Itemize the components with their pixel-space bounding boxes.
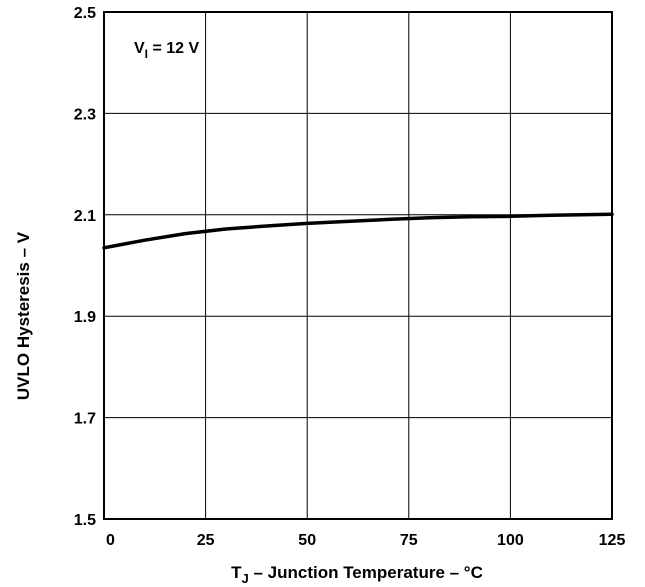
- series-line: [102, 212, 614, 250]
- x-tick-label: 25: [197, 532, 215, 549]
- grid-lines: [103, 11, 613, 520]
- y-tick-label: 2.3: [74, 106, 96, 123]
- y-tick-label: 1.7: [74, 411, 96, 428]
- x-tick-labels: 0 25 50 75 100 125: [106, 532, 625, 549]
- y-tick-label: 2.1: [74, 208, 96, 225]
- y-tick-label: 1.9: [74, 309, 96, 326]
- plot-frame: [103, 11, 613, 520]
- x-axis-title: TJ – Junction Temperature – °C: [231, 563, 483, 586]
- x-tick-label: 125: [599, 532, 626, 549]
- y-tick-label: 1.5: [74, 512, 96, 529]
- x-tick-label: 50: [298, 532, 316, 549]
- x-tick-label: 75: [400, 532, 418, 549]
- x-tick-label: 100: [497, 532, 524, 549]
- x-tick-label: 0: [106, 532, 115, 549]
- annotation-vi: VI = 12 V: [134, 40, 199, 61]
- y-tick-label: 2.5: [74, 5, 96, 22]
- y-axis-title: UVLO Hysteresis – V: [14, 231, 33, 400]
- y-tick-labels: 1.5 1.7 1.9 2.1 2.3 2.5: [74, 5, 96, 529]
